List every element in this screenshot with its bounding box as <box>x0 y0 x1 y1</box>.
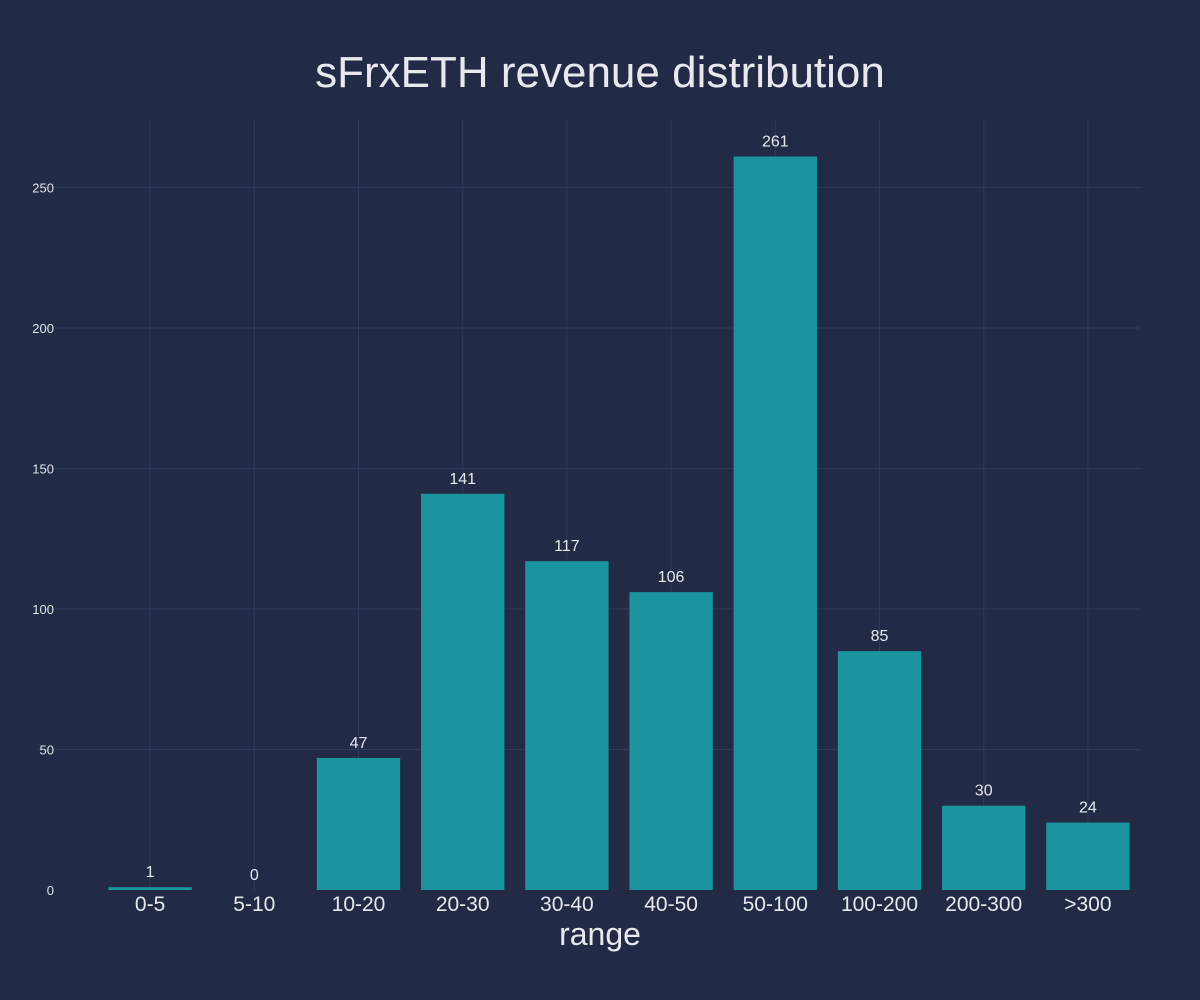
data-label-5-10: 0 <box>250 867 259 884</box>
x-tick-label: 10-20 <box>332 893 386 916</box>
bar-50-100 <box>733 156 817 891</box>
y-axis-ticks: 0 50 100 150 200 250 <box>32 180 54 898</box>
data-label->300: 24 <box>1079 800 1097 817</box>
bar->300 <box>1046 822 1130 890</box>
x-axis-ticks: 0-5 5-10 10-20 20-30 30-40 40-50 50-100 100-200… <box>135 893 1112 916</box>
x-tick-label: 5-10 <box>233 893 275 916</box>
bar-30-40 <box>525 561 609 890</box>
bar-200-300 <box>942 805 1026 890</box>
data-label-50-100: 261 <box>762 134 789 151</box>
bars <box>108 156 1130 891</box>
y-tick-label: 150 <box>32 461 54 476</box>
x-tick-label: 20-30 <box>436 893 490 916</box>
data-label-100-200: 85 <box>871 628 889 645</box>
x-tick-label: 40-50 <box>644 893 698 916</box>
bar-20-30 <box>421 493 505 890</box>
y-tick-label: 250 <box>32 180 54 195</box>
y-tick-label: 200 <box>32 321 54 336</box>
bar-100-200 <box>837 651 922 890</box>
data-label-20-30: 141 <box>449 471 476 488</box>
y-tick-label: 0 <box>47 883 54 898</box>
chart-title: sFrxETH revenue distribution <box>315 48 885 97</box>
data-labels: 1 0 47 141 117 106 261 85 30 24 <box>146 134 1097 884</box>
x-tick-label: 100-200 <box>841 893 918 916</box>
data-label-30-40: 117 <box>554 538 580 555</box>
bar-40-50 <box>629 592 713 890</box>
x-tick-label: 50-100 <box>743 893 808 916</box>
x-tick-label: 0-5 <box>135 893 165 916</box>
y-tick-label: 100 <box>32 602 54 617</box>
data-label-200-300: 30 <box>975 783 993 800</box>
x-tick-label: >300 <box>1064 893 1111 916</box>
x-tick-label: 30-40 <box>540 893 594 916</box>
bar-0-5 <box>108 887 192 890</box>
data-label-40-50: 106 <box>658 569 685 586</box>
y-tick-label: 50 <box>40 742 54 757</box>
x-axis-title: range <box>559 916 641 952</box>
data-label-0-5: 1 <box>146 864 155 881</box>
data-label-10-20: 47 <box>350 735 368 752</box>
bar-10-20 <box>316 757 401 890</box>
x-tick-label: 200-300 <box>945 893 1022 916</box>
